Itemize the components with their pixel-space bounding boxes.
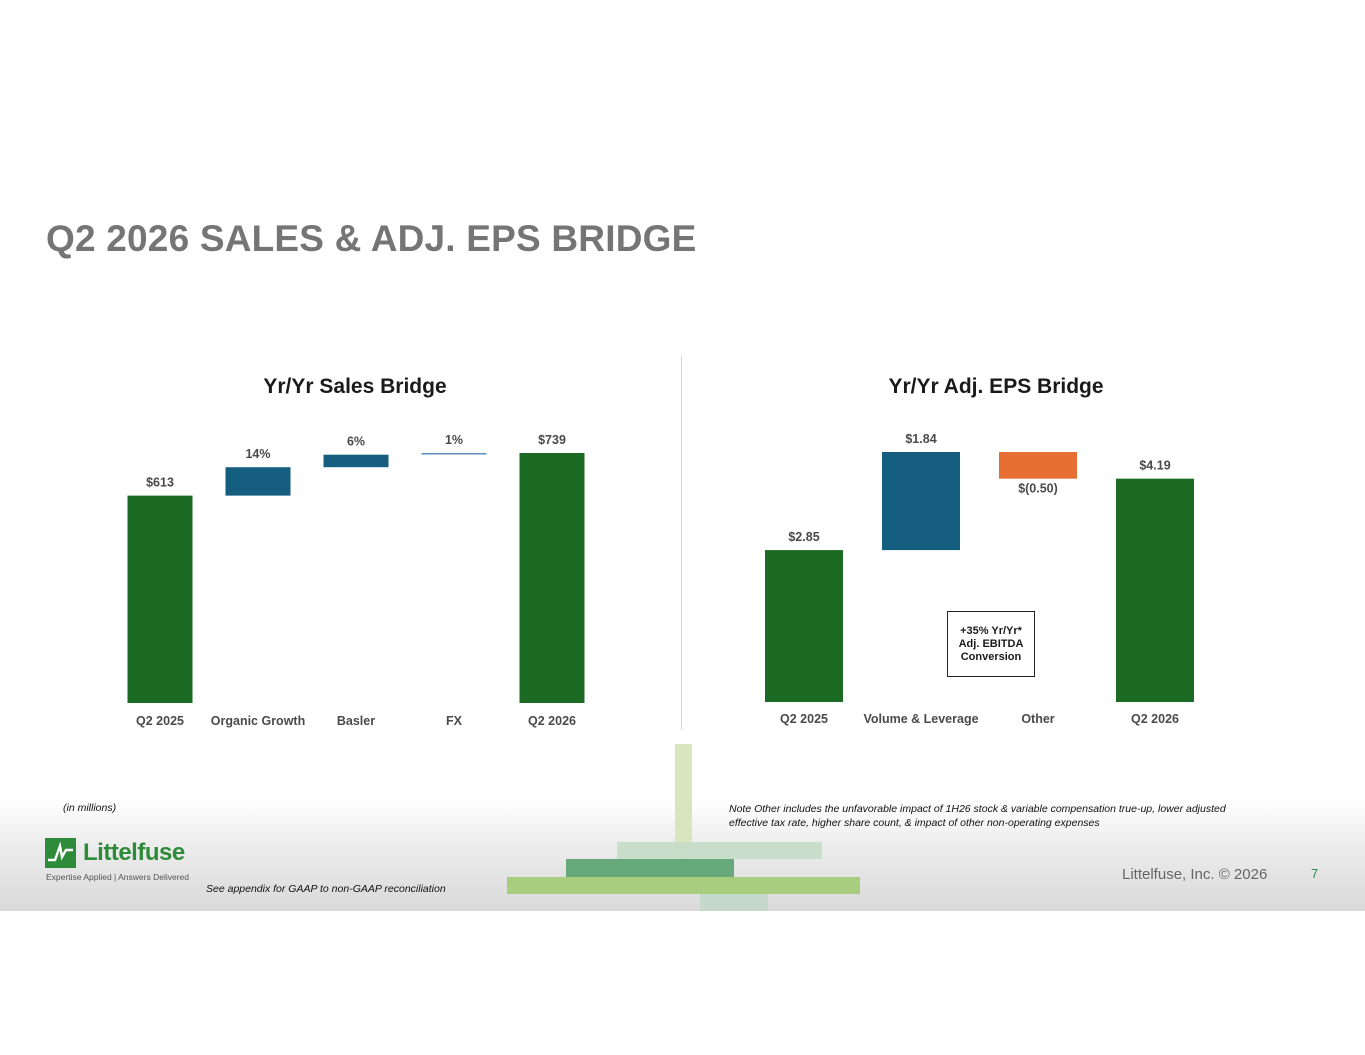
data-label-1: $613 (146, 476, 174, 490)
data-label-3: 6% (347, 435, 365, 449)
category-label-4: FX (446, 714, 463, 728)
units-note: (in millions) (63, 802, 117, 814)
data-label-4: 1% (445, 433, 463, 447)
category-label-2: Volume & Leverage (863, 712, 978, 726)
bar-4 (1116, 478, 1194, 702)
category-label-1: Q2 2025 (136, 714, 184, 728)
littelfuse-logo-icon (45, 838, 76, 868)
data-label-3: $(0.50) (1018, 482, 1058, 496)
page-number: 7 (1311, 866, 1319, 881)
bar-1 (765, 550, 843, 702)
chart-title: Yr/Yr Adj. EPS Bridge (888, 375, 1103, 398)
data-label-1: $2.85 (788, 530, 819, 544)
decorative-bar-bottom (700, 894, 768, 911)
other-footnote: Note Other includes the unfavorable impa… (729, 803, 1226, 829)
page-title: Q2 2026 SALES & ADJ. EPS BRIDGE (46, 218, 697, 259)
copyright: Littelfuse, Inc. © 2026 (1122, 866, 1268, 883)
logo-tagline: Expertise Applied | Answers Delivered (46, 872, 190, 882)
category-label-2: Organic Growth (211, 714, 305, 728)
category-label-4: Q2 2026 (1131, 712, 1179, 726)
littelfuse-logo: Littelfuse Expertise Applied | Answers D… (45, 838, 195, 888)
data-label-2: $1.84 (905, 432, 936, 446)
category-label-1: Q2 2025 (780, 712, 828, 726)
decorative-vertical-bar (675, 744, 692, 859)
decorative-bar-mid (566, 859, 734, 877)
bar-1 (127, 495, 193, 703)
category-label-3: Basler (337, 714, 375, 728)
logo-wordmark: Littelfuse (83, 839, 185, 866)
bar-3 (323, 454, 389, 468)
decorative-bar-lime (507, 877, 860, 894)
category-label-3: Other (1021, 712, 1054, 726)
decorative-bar-light (617, 842, 822, 859)
bar-4 (421, 453, 487, 455)
chart-title: Yr/Yr Sales Bridge (263, 375, 446, 398)
chart-divider (681, 356, 682, 730)
bar-2 (882, 452, 960, 551)
bar-3 (999, 452, 1077, 479)
category-label-5: Q2 2026 (528, 714, 576, 728)
data-label-5: $739 (538, 433, 566, 447)
appendix-note: See appendix for GAAP to non-GAAP reconc… (206, 883, 446, 895)
bar-5 (519, 453, 585, 703)
bar-2 (225, 467, 291, 496)
ebitda-conversion-callout: +35% Yr/Yr* Adj. EBITDA Conversion (947, 611, 1035, 677)
data-label-4: $4.19 (1139, 459, 1170, 473)
data-label-2: 14% (245, 447, 270, 461)
